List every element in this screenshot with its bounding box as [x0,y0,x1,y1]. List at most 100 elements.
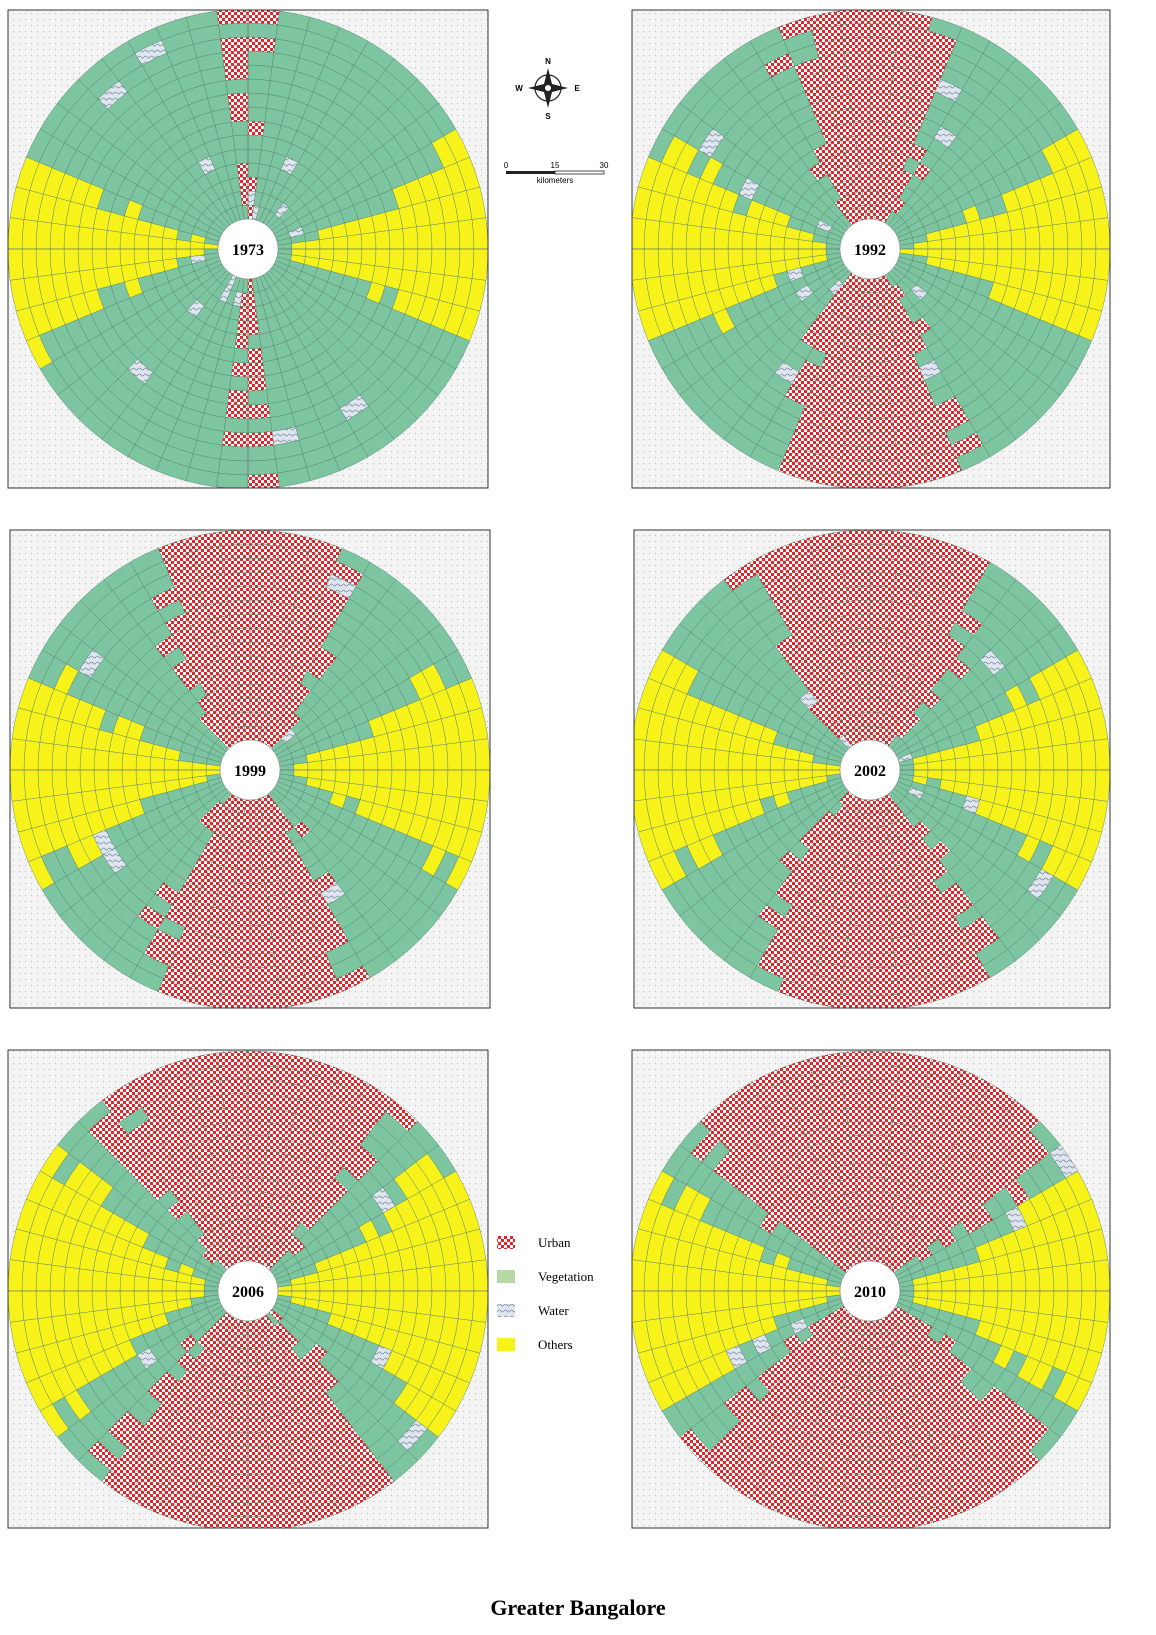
urban-zone [234,1190,249,1206]
urban-zone [225,938,251,955]
others-zone [727,230,744,250]
urban-zone [849,92,871,109]
others-zone [1010,228,1027,250]
others-zone [699,769,716,793]
urban-zone [840,458,871,476]
map-panel [10,530,490,1008]
urban-zone [236,855,251,871]
urban-zone [856,148,871,164]
others-zone [1093,738,1110,771]
urban-zone [869,1445,893,1462]
others-zone [8,1290,25,1323]
urban-zone [234,1376,249,1392]
others-zone [741,769,758,787]
urban-zone [869,1078,898,1095]
urban-zone [247,1120,271,1137]
urban-zone [247,1445,271,1462]
urban-zone [225,1445,249,1462]
others-zone [177,760,193,771]
urban-zone [232,1389,249,1406]
urban-zone [854,1389,871,1406]
others-zone [335,756,351,771]
urban-zone [869,1473,897,1490]
urban-zone [869,855,884,871]
urban-zone [231,1162,249,1179]
others-zone [671,222,688,250]
others-zone [671,743,688,771]
others-zone [471,1259,488,1292]
others-zone [657,742,674,771]
compass-w: W [515,84,523,93]
others-zone [1038,745,1055,771]
others-zone [968,754,985,771]
urban-zone [869,1120,893,1137]
others-zone [955,756,971,771]
urban-zone [869,106,889,123]
legend-label: Water [538,1303,569,1318]
others-zone [797,760,813,771]
others-zone [63,1290,80,1316]
urban-zone [845,938,871,955]
urban-zone [236,669,251,685]
urban-zone [247,1190,262,1206]
others-zone [8,248,25,281]
urban-zone [843,50,871,67]
others-zone [8,217,25,250]
urban-zone [847,403,871,420]
vegetation-zone [232,347,249,364]
urban-zone [849,1134,871,1151]
vegetation-zone [220,445,249,462]
urban-zone [847,1120,871,1137]
urban-zone [247,1106,273,1123]
urban-zone [869,458,900,476]
others-zone [769,248,785,263]
others-zone [105,1272,122,1292]
urban-zone [869,966,898,983]
urban-zone [247,1050,280,1068]
others-zone [699,747,716,771]
vegetation-zone [247,50,275,67]
others-zone [305,1290,321,1301]
urban-zone [843,952,871,969]
others-zone [741,1274,758,1292]
others-zone [1024,747,1041,771]
others-zone [388,1270,405,1292]
urban-zone [247,10,280,26]
urban-zone [869,120,887,137]
others-zone [51,743,68,771]
others-zone [432,743,449,771]
urban-zone [869,1417,889,1434]
others-zone [91,1270,108,1292]
others-zone [161,1279,177,1292]
others-zone [955,769,971,784]
vegetation-zone [247,78,271,95]
urban-zone [847,599,871,616]
legend-label: Vegetation [538,1269,594,1284]
vegetation-zone [247,92,269,109]
others-zone [713,1270,730,1292]
compass-e: E [574,84,580,93]
urban-zone [869,641,887,658]
others-zone [783,1279,799,1292]
others-zone [643,1261,661,1292]
map-panel [8,10,488,488]
urban-zone [247,1376,262,1392]
urban-zone [238,306,249,322]
urban-zone [847,78,871,95]
others-zone [8,1259,25,1292]
urban-zone [247,1417,267,1434]
others-zone [362,753,379,771]
others-zone [1093,248,1110,281]
urban-zone [869,1218,880,1234]
others-zone [741,248,758,266]
others-zone [1052,1290,1069,1318]
others-zone [21,1261,39,1292]
others-zone [360,1290,377,1308]
others-zone [1010,1290,1027,1312]
others-zone [471,248,488,281]
vegetation-zone [247,334,262,350]
others-zone [133,1290,150,1307]
urban-zone [849,613,871,630]
panel-frame [7,1049,489,1529]
others-zone [133,1275,150,1292]
